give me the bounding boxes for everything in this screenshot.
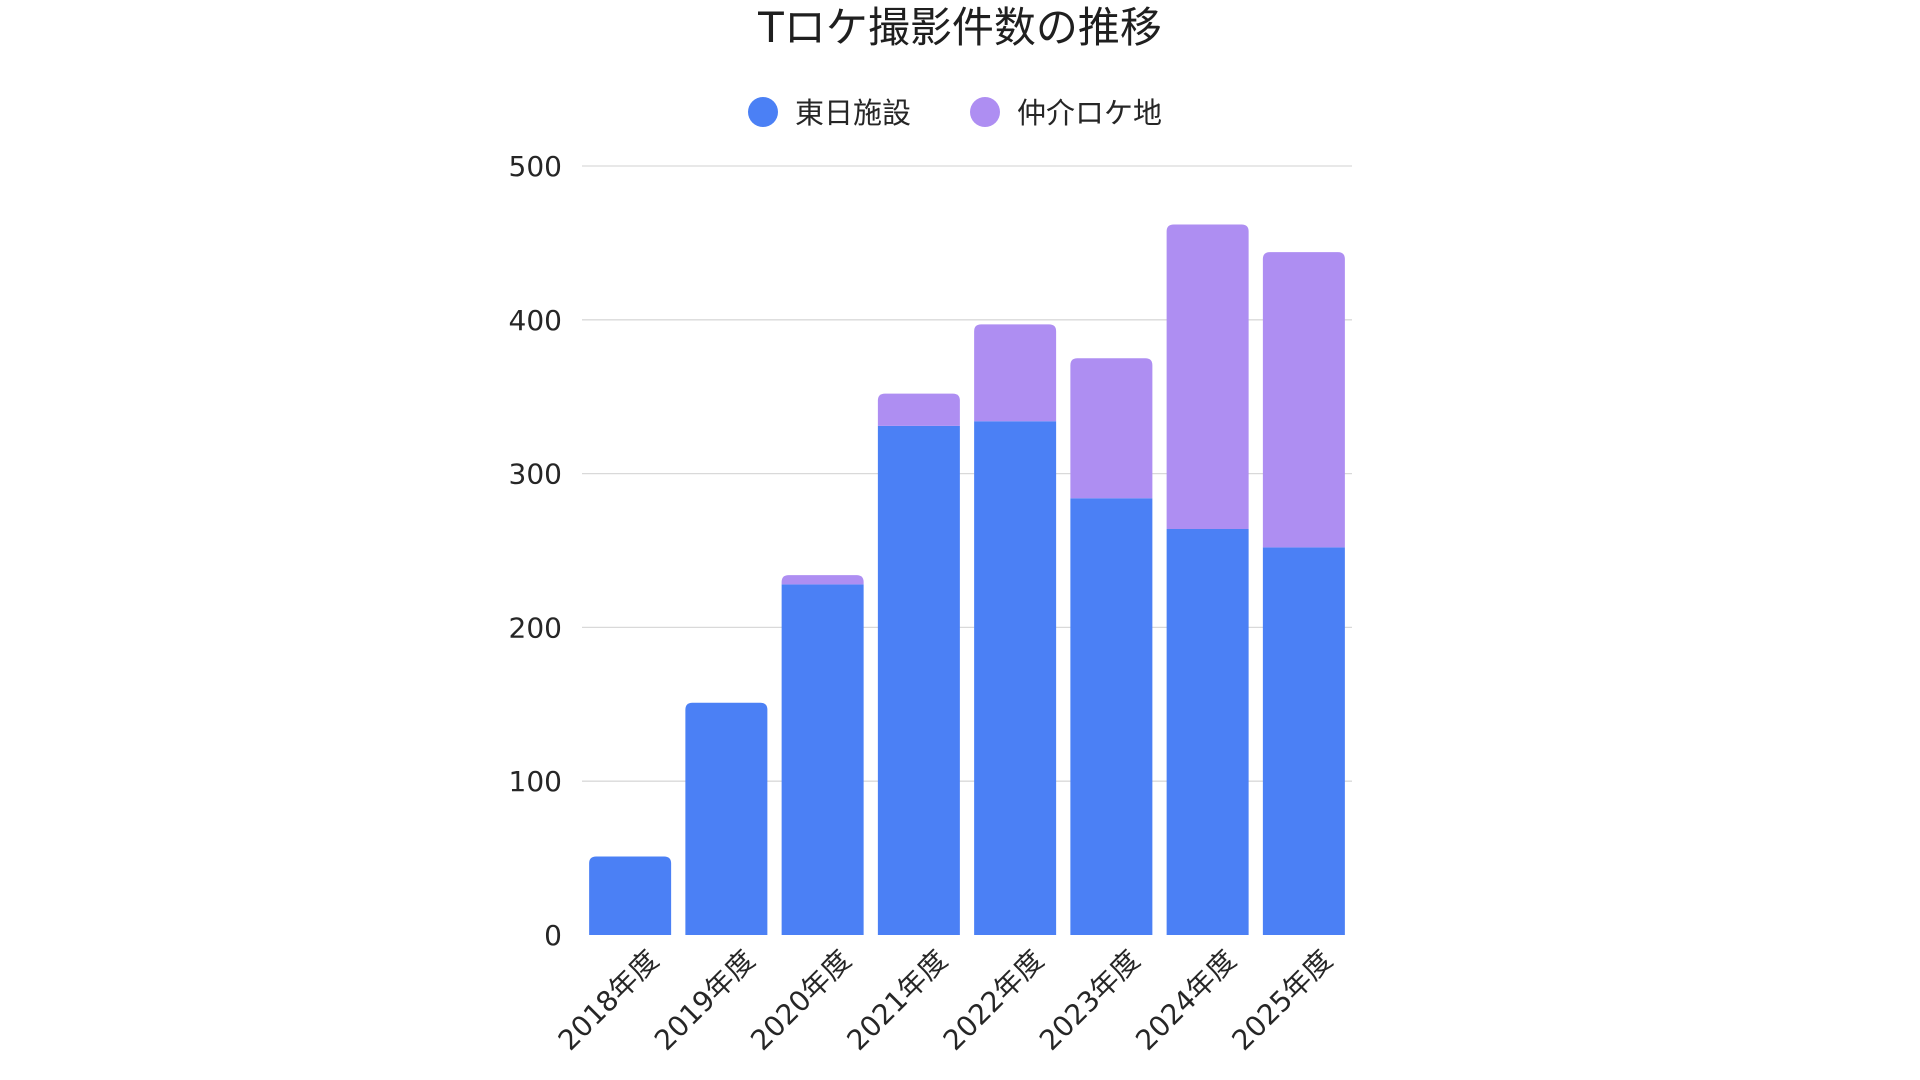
legend-marker-tohi-facility bbox=[748, 97, 778, 127]
bar-segment-intermediary-location bbox=[974, 324, 1057, 422]
legend-label-intermediary-location: 仲介ロケ地 bbox=[1017, 96, 1162, 130]
legend-marker-intermediary-location bbox=[970, 97, 1000, 127]
bar-segment-tohi-facility bbox=[877, 425, 960, 935]
bar-segment-intermediary-location bbox=[1166, 224, 1249, 529]
x-tick-label: 2025年度 bbox=[1225, 944, 1338, 1057]
x-tick-label: 2020年度 bbox=[744, 944, 857, 1057]
x-tick-label: 2024年度 bbox=[1129, 944, 1242, 1057]
y-tick-label: 300 bbox=[509, 458, 562, 491]
bar-segment-tohi-facility bbox=[1070, 498, 1153, 935]
bar-segment-intermediary-location bbox=[877, 393, 960, 426]
x-tick-label: 2022年度 bbox=[937, 944, 1050, 1057]
legend-item-series-1: 仲介ロケ地 bbox=[970, 96, 1162, 130]
y-axis: 0 100 200 300 400 500 bbox=[509, 150, 562, 952]
y-tick-label: 500 bbox=[509, 150, 562, 183]
x-tick-label: 2019年度 bbox=[648, 944, 761, 1057]
bar-segment-tohi-facility bbox=[685, 702, 768, 935]
bars bbox=[589, 224, 1345, 936]
y-tick-label: 100 bbox=[509, 765, 562, 798]
legend: 東日施設 仲介ロケ地 bbox=[748, 96, 1162, 130]
x-axis: 2018年度2019年度2020年度2021年度2022年度2023年度2024… bbox=[552, 944, 1339, 1057]
bar-group bbox=[1070, 358, 1153, 935]
chart-title: Tロケ撮影件数の推移 bbox=[757, 3, 1162, 52]
x-tick-label: 2021年度 bbox=[840, 944, 953, 1057]
bar-segment-tohi-facility bbox=[589, 856, 672, 935]
y-tick-label: 0 bbox=[544, 919, 562, 952]
bar-group bbox=[974, 324, 1057, 936]
bar-segment-tohi-facility bbox=[1262, 547, 1345, 935]
x-tick-label: 2023年度 bbox=[1033, 944, 1146, 1057]
bar-segment-tohi-facility bbox=[1166, 528, 1249, 935]
bar-segment-intermediary-location bbox=[781, 575, 864, 585]
y-tick-label: 200 bbox=[509, 611, 562, 644]
bar-segment-tohi-facility bbox=[974, 421, 1057, 936]
x-tick-label: 2018年度 bbox=[552, 944, 665, 1057]
legend-label-tohi-facility: 東日施設 bbox=[795, 96, 911, 130]
y-tick-label: 400 bbox=[509, 304, 562, 337]
bar-group bbox=[877, 393, 960, 935]
legend-item-series-0: 東日施設 bbox=[748, 96, 911, 130]
bar-group bbox=[1166, 224, 1249, 935]
bar-group bbox=[685, 702, 768, 935]
bar-segment-tohi-facility bbox=[781, 584, 864, 935]
bar-group bbox=[589, 856, 672, 935]
bar-segment-intermediary-location bbox=[1262, 252, 1345, 548]
bar-group bbox=[781, 575, 864, 935]
bar-group bbox=[1262, 252, 1345, 935]
bar-segment-intermediary-location bbox=[1070, 358, 1153, 499]
